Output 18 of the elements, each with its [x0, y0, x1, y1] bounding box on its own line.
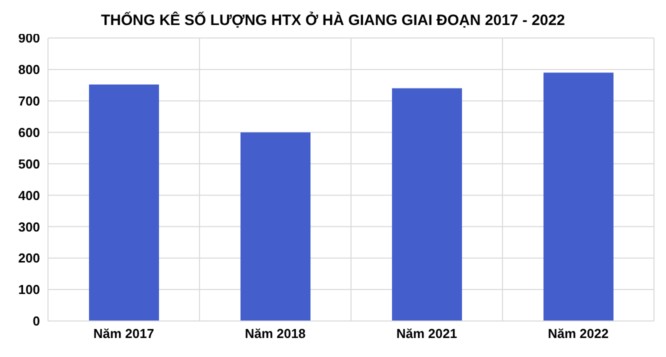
bar: [89, 84, 159, 321]
bar: [544, 72, 614, 321]
y-tick-label: 800: [18, 62, 40, 78]
bar: [392, 88, 462, 321]
y-tick-label: 300: [18, 219, 40, 234]
y-tick-label: 100: [18, 282, 40, 298]
x-tick-label: Năm 2017: [93, 326, 154, 342]
x-tick-label: Năm 2021: [396, 326, 458, 342]
y-tick-label: 0: [32, 314, 40, 329]
y-tick-label: 600: [18, 124, 40, 140]
y-tick-label: 700: [18, 94, 40, 109]
chart-title: THỐNG KÊ SỐ LƯỢNG HTX Ở HÀ GIANG GIAI ĐOẠN 2017 - 2022: [101, 12, 565, 29]
x-tick-label: Năm 2022: [548, 326, 609, 342]
x-tick-label: Năm 2018: [244, 326, 306, 342]
bar: [240, 132, 310, 321]
y-tick-label: 200: [18, 250, 40, 266]
y-tick-label: 400: [18, 188, 40, 203]
y-tick-label: 500: [18, 156, 40, 172]
